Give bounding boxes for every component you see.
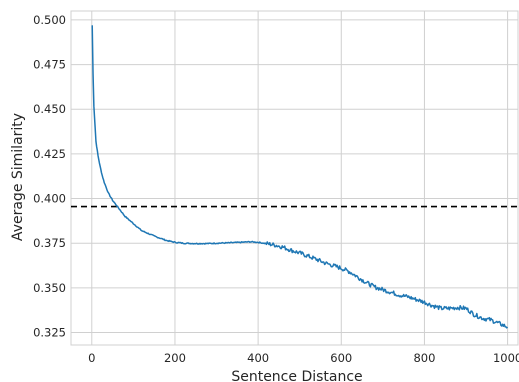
y-tick-label: 0.475 xyxy=(33,58,66,72)
y-tick-labels: 0.325 0.350 0.375 0.400 0.425 0.450 0.475 0.500 xyxy=(33,13,66,340)
y-tick-label: 0.500 xyxy=(33,13,66,27)
y-tick-label: 0.375 xyxy=(33,236,66,250)
series-group xyxy=(91,25,509,329)
x-tick-labels: 0 200 400 600 800 1000 xyxy=(88,351,519,365)
grid xyxy=(71,11,518,345)
y-tick-label: 0.325 xyxy=(33,325,66,339)
x-tick-label: 400 xyxy=(247,351,269,365)
x-axis-label: Sentence Distance xyxy=(231,369,362,382)
y-tick-label: 0.350 xyxy=(33,281,66,295)
x-tick-label: 0 xyxy=(88,351,95,365)
y-tick-label: 0.400 xyxy=(33,192,66,206)
plot-border xyxy=(70,10,519,346)
x-tick-label: 800 xyxy=(413,351,435,365)
y-tick-label: 0.425 xyxy=(33,147,66,161)
x-tick-label: 200 xyxy=(164,351,186,365)
y-axis-label: Average Similarity xyxy=(10,113,26,241)
plot-frame xyxy=(70,10,519,346)
x-tick-label: 600 xyxy=(330,351,352,365)
y-tick-label: 0.450 xyxy=(33,102,66,116)
series-line xyxy=(91,25,509,329)
x-tick-label: 1000 xyxy=(493,351,519,365)
